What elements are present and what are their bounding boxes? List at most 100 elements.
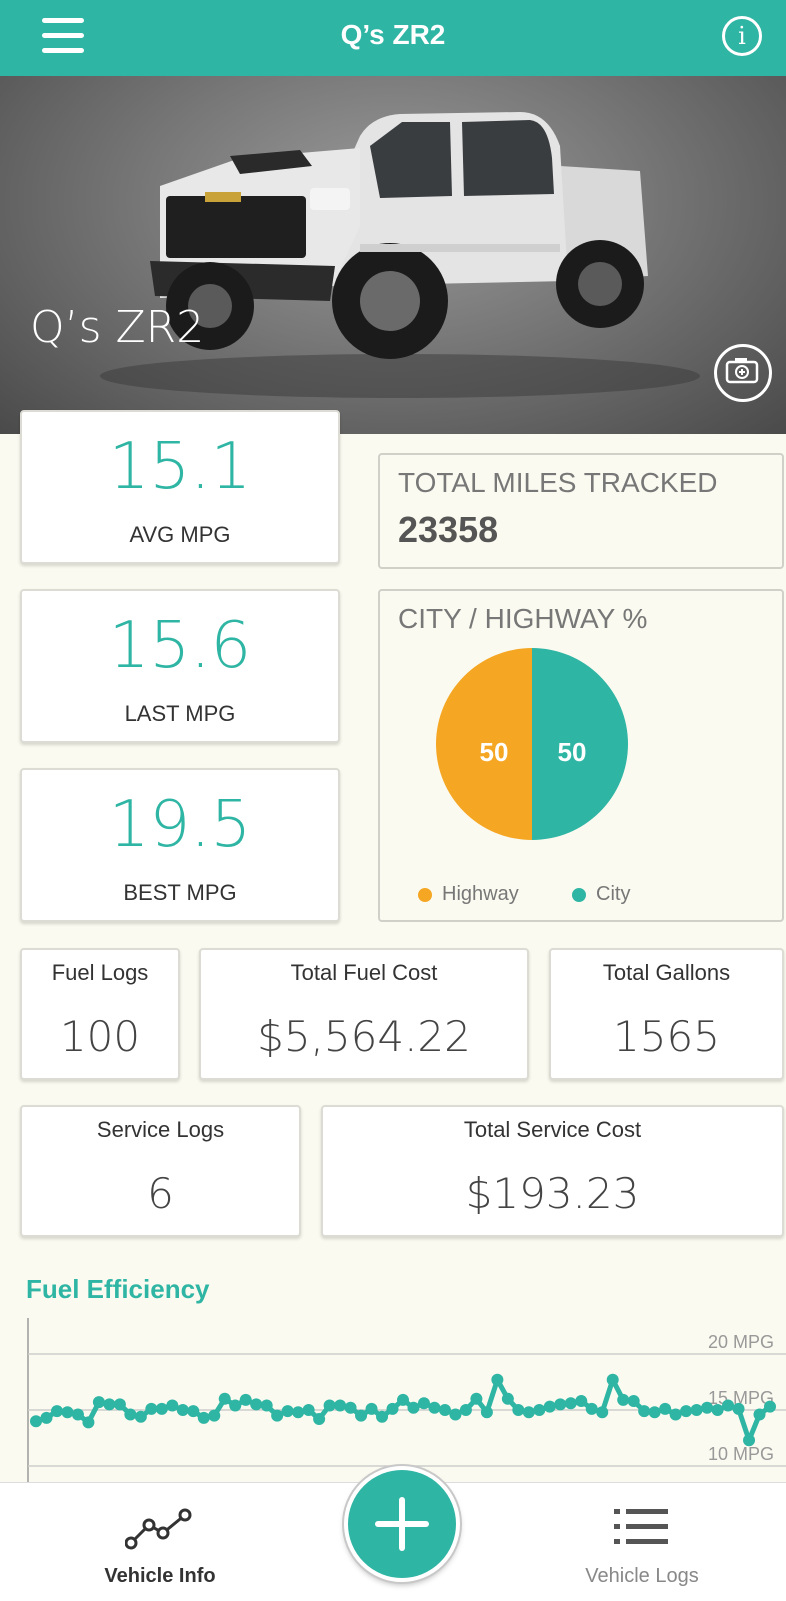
mpg-data-point[interactable] xyxy=(575,1395,588,1408)
total-gallons-value: 1565 xyxy=(613,1012,720,1061)
city-highway-pie: 50 50 xyxy=(436,648,628,840)
mpg-data-point[interactable] xyxy=(197,1411,210,1424)
mpg-data-point[interactable] xyxy=(155,1402,168,1415)
service-logs-label: Service Logs xyxy=(96,1117,225,1142)
mpg-data-point[interactable] xyxy=(449,1408,462,1421)
mpg-data-point[interactable] xyxy=(166,1399,179,1412)
mpg-data-point[interactable] xyxy=(82,1416,95,1429)
mpg-data-point[interactable] xyxy=(113,1398,126,1411)
mpg-data-point[interactable] xyxy=(480,1406,493,1419)
mpg-data-point[interactable] xyxy=(617,1393,630,1406)
mpg-data-point[interactable] xyxy=(606,1373,619,1386)
best-mpg-value: 19.5 xyxy=(108,788,252,862)
mpg-data-point[interactable] xyxy=(365,1402,378,1415)
mpg-data-point[interactable] xyxy=(397,1393,409,1406)
legend-city: City xyxy=(572,883,630,906)
mpg-data-point[interactable] xyxy=(522,1406,535,1419)
mpg-data-point[interactable] xyxy=(334,1399,347,1412)
nav-vehicle-info[interactable]: Vehicle Info xyxy=(80,1483,240,1601)
line-chart-icon xyxy=(125,1508,192,1550)
total-service-cost-value: $193.23 xyxy=(465,1169,640,1218)
legend-dot-city xyxy=(572,887,586,902)
mpg-data-point[interactable] xyxy=(753,1408,766,1421)
mpg-data-point[interactable] xyxy=(40,1411,53,1424)
mpg-data-point[interactable] xyxy=(187,1405,200,1418)
mpg-data-point[interactable] xyxy=(543,1400,556,1413)
mpg-data-point[interactable] xyxy=(764,1400,776,1413)
nav-vehicle-logs-label: Vehicle Logs xyxy=(585,1565,699,1587)
pie-label-city: 50 xyxy=(558,737,587,767)
mpg-data-point[interactable] xyxy=(260,1399,273,1412)
mpg-data-point[interactable] xyxy=(680,1405,693,1418)
mpg-data-point[interactable] xyxy=(459,1404,472,1416)
mpg-data-point[interactable] xyxy=(659,1402,672,1415)
mpg-data-point[interactable] xyxy=(701,1401,714,1414)
mpg-data-point[interactable] xyxy=(61,1406,74,1419)
pie-slice-city xyxy=(532,648,628,840)
fuel-efficiency-chart[interactable]: 20 MPG 15 MPG 10 MPG xyxy=(0,1300,786,1500)
mpg-data-point[interactable] xyxy=(512,1404,525,1416)
mpg-data-point[interactable] xyxy=(743,1434,756,1447)
hamburger-menu-icon[interactable] xyxy=(42,18,84,54)
mpg-data-point[interactable] xyxy=(501,1392,514,1405)
mpg-data-point[interactable] xyxy=(648,1406,661,1419)
last-mpg-card: 15.6 LAST MPG xyxy=(20,589,340,743)
mpg-data-point[interactable] xyxy=(554,1398,567,1411)
mpg-data-point[interactable] xyxy=(281,1405,294,1418)
mpg-data-point[interactable] xyxy=(344,1401,357,1414)
mpg-data-point[interactable] xyxy=(124,1408,137,1421)
mpg-data-point[interactable] xyxy=(732,1402,745,1415)
mpg-data-point[interactable] xyxy=(250,1398,263,1411)
nav-vehicle-logs[interactable]: Vehicle Logs xyxy=(562,1483,722,1601)
legend-highway-label: Highway xyxy=(442,883,519,905)
mpg-data-point[interactable] xyxy=(386,1402,399,1415)
mpg-data-point[interactable] xyxy=(491,1373,504,1386)
mpg-data-point[interactable] xyxy=(533,1404,546,1416)
mpg-data-point[interactable] xyxy=(564,1397,577,1410)
fuel-logs-card[interactable]: Fuel Logs 100 xyxy=(20,948,180,1080)
mpg-data-point[interactable] xyxy=(50,1405,63,1418)
mpg-data-point[interactable] xyxy=(627,1395,640,1408)
mpg-data-point[interactable] xyxy=(355,1409,368,1422)
mpg-data-point[interactable] xyxy=(690,1404,703,1416)
mpg-data-point[interactable] xyxy=(145,1402,158,1415)
info-icon[interactable]: i xyxy=(722,16,762,56)
mpg-data-point[interactable] xyxy=(323,1399,336,1412)
mpg-data-point[interactable] xyxy=(302,1404,315,1416)
mpg-data-point[interactable] xyxy=(470,1392,483,1405)
avg-mpg-label: AVG MPG xyxy=(129,522,231,547)
mpg-data-point[interactable] xyxy=(271,1409,284,1422)
mpg-data-point[interactable] xyxy=(638,1405,651,1418)
mpg-data-point[interactable] xyxy=(71,1408,84,1421)
mpg-data-point[interactable] xyxy=(176,1404,189,1416)
mpg-data-point[interactable] xyxy=(596,1406,609,1419)
mpg-data-point[interactable] xyxy=(292,1406,305,1419)
mpg-data-point[interactable] xyxy=(711,1404,724,1416)
mpg-data-point[interactable] xyxy=(407,1401,420,1414)
mpg-data-point[interactable] xyxy=(313,1412,326,1425)
add-log-button[interactable] xyxy=(344,1466,460,1582)
mpg-data-point[interactable] xyxy=(417,1397,430,1410)
camera-add-icon[interactable] xyxy=(714,344,772,402)
total-fuel-cost-label: Total Fuel Cost xyxy=(290,960,438,985)
mpg-data-point[interactable] xyxy=(208,1409,221,1422)
mpg-data-point[interactable] xyxy=(669,1408,682,1421)
list-icon xyxy=(614,1509,668,1544)
city-highway-card: CITY / HIGHWAY % 50 50 Highway City xyxy=(378,589,784,922)
total-fuel-cost-card: Total Fuel Cost $5,564.22 xyxy=(199,948,529,1080)
mpg-data-point[interactable] xyxy=(722,1399,735,1412)
mpg-data-point[interactable] xyxy=(30,1415,42,1428)
mpg-data-point[interactable] xyxy=(134,1410,147,1423)
service-logs-card[interactable]: Service Logs 6 xyxy=(20,1105,301,1237)
mpg-data-point[interactable] xyxy=(438,1404,451,1416)
mpg-data-point[interactable] xyxy=(218,1392,231,1405)
mpg-data-point[interactable] xyxy=(585,1402,598,1415)
mpg-data-point[interactable] xyxy=(229,1399,242,1412)
plus-icon xyxy=(375,1497,429,1551)
mpg-data-point[interactable] xyxy=(92,1396,105,1409)
mpg-data-point[interactable] xyxy=(376,1410,389,1423)
mpg-data-point[interactable] xyxy=(103,1398,116,1411)
mpg-data-point[interactable] xyxy=(239,1393,252,1406)
fuel-logs-label: Fuel Logs xyxy=(51,960,149,985)
mpg-data-point[interactable] xyxy=(428,1401,441,1414)
